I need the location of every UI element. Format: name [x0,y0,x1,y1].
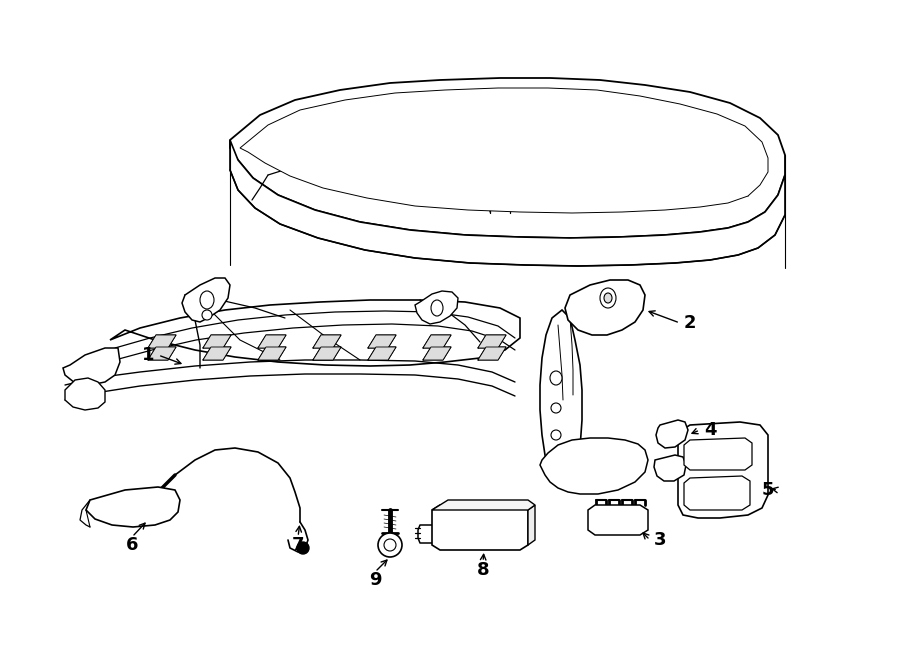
Ellipse shape [202,310,212,320]
Ellipse shape [200,291,214,309]
Ellipse shape [431,300,443,316]
Polygon shape [656,420,688,448]
Polygon shape [230,140,785,266]
Polygon shape [684,476,750,510]
Polygon shape [432,500,535,510]
Polygon shape [258,335,286,348]
Polygon shape [423,335,451,348]
Polygon shape [540,310,582,480]
Polygon shape [478,335,506,348]
Polygon shape [203,335,231,348]
Polygon shape [258,347,286,360]
Polygon shape [478,347,506,360]
Polygon shape [684,438,752,470]
Polygon shape [313,335,341,348]
Polygon shape [368,347,396,360]
Text: 8: 8 [477,561,490,579]
Polygon shape [423,347,451,360]
Ellipse shape [551,430,561,440]
Polygon shape [203,347,231,360]
Polygon shape [528,505,535,545]
Polygon shape [678,422,768,518]
Polygon shape [65,378,105,410]
Polygon shape [432,505,528,550]
Ellipse shape [551,403,561,413]
Polygon shape [654,455,686,481]
Polygon shape [368,335,396,348]
Text: 1: 1 [142,346,154,364]
Polygon shape [540,438,648,494]
Text: 6: 6 [126,536,139,554]
Polygon shape [588,505,648,535]
Ellipse shape [604,293,612,303]
Polygon shape [313,347,341,360]
Polygon shape [565,280,645,335]
Text: 7: 7 [292,536,304,554]
Text: 5: 5 [761,481,774,499]
Polygon shape [148,335,176,348]
Polygon shape [110,300,520,366]
Polygon shape [63,348,120,385]
Polygon shape [148,347,176,360]
Text: 9: 9 [369,571,382,589]
Polygon shape [86,487,180,527]
Polygon shape [182,278,230,322]
Text: 3: 3 [653,531,666,549]
Ellipse shape [550,371,562,385]
Circle shape [384,539,396,551]
Polygon shape [240,88,768,213]
Text: 4: 4 [704,421,716,439]
Polygon shape [415,291,458,324]
Text: 2: 2 [684,314,697,332]
Circle shape [297,542,309,554]
Polygon shape [230,78,785,238]
Circle shape [378,533,402,557]
Ellipse shape [600,288,616,308]
